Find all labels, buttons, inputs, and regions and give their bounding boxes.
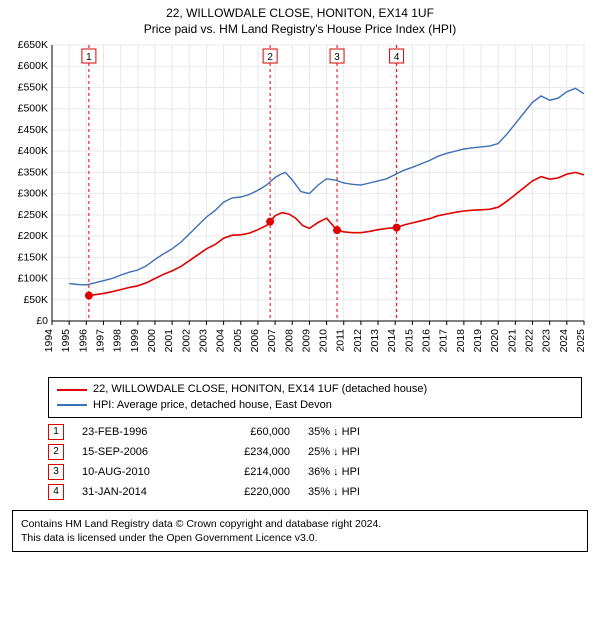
svg-text:£600K: £600K <box>18 60 48 72</box>
legend: 22, WILLOWDALE CLOSE, HONITON, EX14 1UF … <box>48 377 582 418</box>
svg-text:£550K: £550K <box>18 82 48 94</box>
sale-row: 1 23-FEB-1996 £60,000 35% ↓ HPI <box>48 424 582 440</box>
svg-text:2024: 2024 <box>558 329 570 353</box>
svg-text:2014: 2014 <box>386 329 398 353</box>
svg-text:2015: 2015 <box>403 329 415 353</box>
svg-text:2020: 2020 <box>489 329 501 353</box>
legend-item-hpi: HPI: Average price, detached house, East… <box>57 398 573 413</box>
svg-text:£350K: £350K <box>18 167 48 179</box>
sale-marker: 2 <box>48 444 64 460</box>
svg-text:2022: 2022 <box>524 329 536 353</box>
svg-text:1: 1 <box>86 52 92 63</box>
sale-marker: 1 <box>48 424 64 440</box>
sale-pct: 35% ↓ HPI <box>308 426 418 438</box>
svg-text:2009: 2009 <box>300 329 312 353</box>
legend-item-property: 22, WILLOWDALE CLOSE, HONITON, EX14 1UF … <box>57 382 573 397</box>
svg-text:1999: 1999 <box>129 329 141 353</box>
svg-text:2011: 2011 <box>335 329 347 352</box>
price-chart: £0 £50K £100K £150K £200K £250K £300K £350K £400… <box>8 39 592 369</box>
svg-text:2002: 2002 <box>180 329 192 353</box>
sale-row: 4 31-JAN-2014 £220,000 35% ↓ HPI <box>48 484 582 500</box>
footer-line: This data is licensed under the Open Gov… <box>21 531 579 545</box>
svg-text:2: 2 <box>267 52 273 63</box>
svg-text:£150K: £150K <box>18 251 48 263</box>
sale-date: 23-FEB-1996 <box>82 426 192 438</box>
sale-row: 3 10-AUG-2010 £214,000 36% ↓ HPI <box>48 464 582 480</box>
svg-text:1996: 1996 <box>77 329 89 353</box>
svg-text:£450K: £450K <box>18 124 48 136</box>
svg-text:2006: 2006 <box>249 329 261 353</box>
legend-label: 22, WILLOWDALE CLOSE, HONITON, EX14 1UF … <box>93 382 427 397</box>
footer-line: Contains HM Land Registry data © Crown c… <box>21 517 579 531</box>
svg-text:1994: 1994 <box>43 329 55 353</box>
svg-text:2005: 2005 <box>232 329 244 353</box>
chart-titles: 22, WILLOWDALE CLOSE, HONITON, EX14 1UF … <box>8 6 592 37</box>
sale-pct: 25% ↓ HPI <box>308 446 418 458</box>
svg-text:4: 4 <box>394 52 400 63</box>
svg-text:2021: 2021 <box>506 329 518 353</box>
svg-text:2000: 2000 <box>146 329 158 353</box>
legend-swatch <box>57 389 87 391</box>
svg-text:2023: 2023 <box>541 329 553 353</box>
sale-price: £214,000 <box>210 466 290 478</box>
svg-text:1998: 1998 <box>112 329 124 353</box>
svg-text:£400K: £400K <box>18 145 48 157</box>
svg-text:2001: 2001 <box>163 329 175 353</box>
sale-price: £234,000 <box>210 446 290 458</box>
title-address: 22, WILLOWDALE CLOSE, HONITON, EX14 1UF <box>8 6 592 22</box>
svg-text:2004: 2004 <box>215 329 227 353</box>
svg-text:2008: 2008 <box>283 329 295 353</box>
svg-text:£100K: £100K <box>18 273 48 285</box>
svg-text:£0: £0 <box>36 315 48 327</box>
sale-price: £60,000 <box>210 426 290 438</box>
svg-text:2016: 2016 <box>421 329 433 353</box>
sale-date: 10-AUG-2010 <box>82 466 192 478</box>
sale-date: 15-SEP-2006 <box>82 446 192 458</box>
svg-text:2007: 2007 <box>266 329 278 353</box>
sale-marker: 4 <box>48 484 64 500</box>
svg-text:£200K: £200K <box>18 230 48 242</box>
sale-row: 2 15-SEP-2006 £234,000 25% ↓ HPI <box>48 444 582 460</box>
svg-text:1997: 1997 <box>94 329 106 353</box>
title-subtitle: Price paid vs. HM Land Registry's House … <box>8 22 592 38</box>
svg-text:2010: 2010 <box>318 329 330 353</box>
legend-label: HPI: Average price, detached house, East… <box>93 398 332 413</box>
svg-text:2012: 2012 <box>352 329 364 353</box>
svg-text:2003: 2003 <box>197 329 209 353</box>
sale-date: 31-JAN-2014 <box>82 486 192 498</box>
svg-text:2013: 2013 <box>369 329 381 353</box>
svg-text:£50K: £50K <box>23 294 48 306</box>
svg-text:£300K: £300K <box>18 188 48 200</box>
legend-swatch <box>57 404 87 406</box>
svg-text:2017: 2017 <box>438 329 450 353</box>
svg-text:2018: 2018 <box>455 329 467 353</box>
sale-pct: 36% ↓ HPI <box>308 466 418 478</box>
footer-licence: Contains HM Land Registry data © Crown c… <box>12 510 588 552</box>
svg-text:£650K: £650K <box>18 39 48 51</box>
svg-text:1995: 1995 <box>60 329 72 353</box>
svg-text:£250K: £250K <box>18 209 48 221</box>
svg-text:2025: 2025 <box>575 329 587 353</box>
sale-pct: 35% ↓ HPI <box>308 486 418 498</box>
svg-text:£500K: £500K <box>18 103 48 115</box>
svg-text:2019: 2019 <box>472 329 484 353</box>
sale-price: £220,000 <box>210 486 290 498</box>
svg-text:3: 3 <box>334 52 340 63</box>
sale-marker: 3 <box>48 464 64 480</box>
sales-table: 1 23-FEB-1996 £60,000 35% ↓ HPI 2 15-SEP… <box>48 424 582 500</box>
